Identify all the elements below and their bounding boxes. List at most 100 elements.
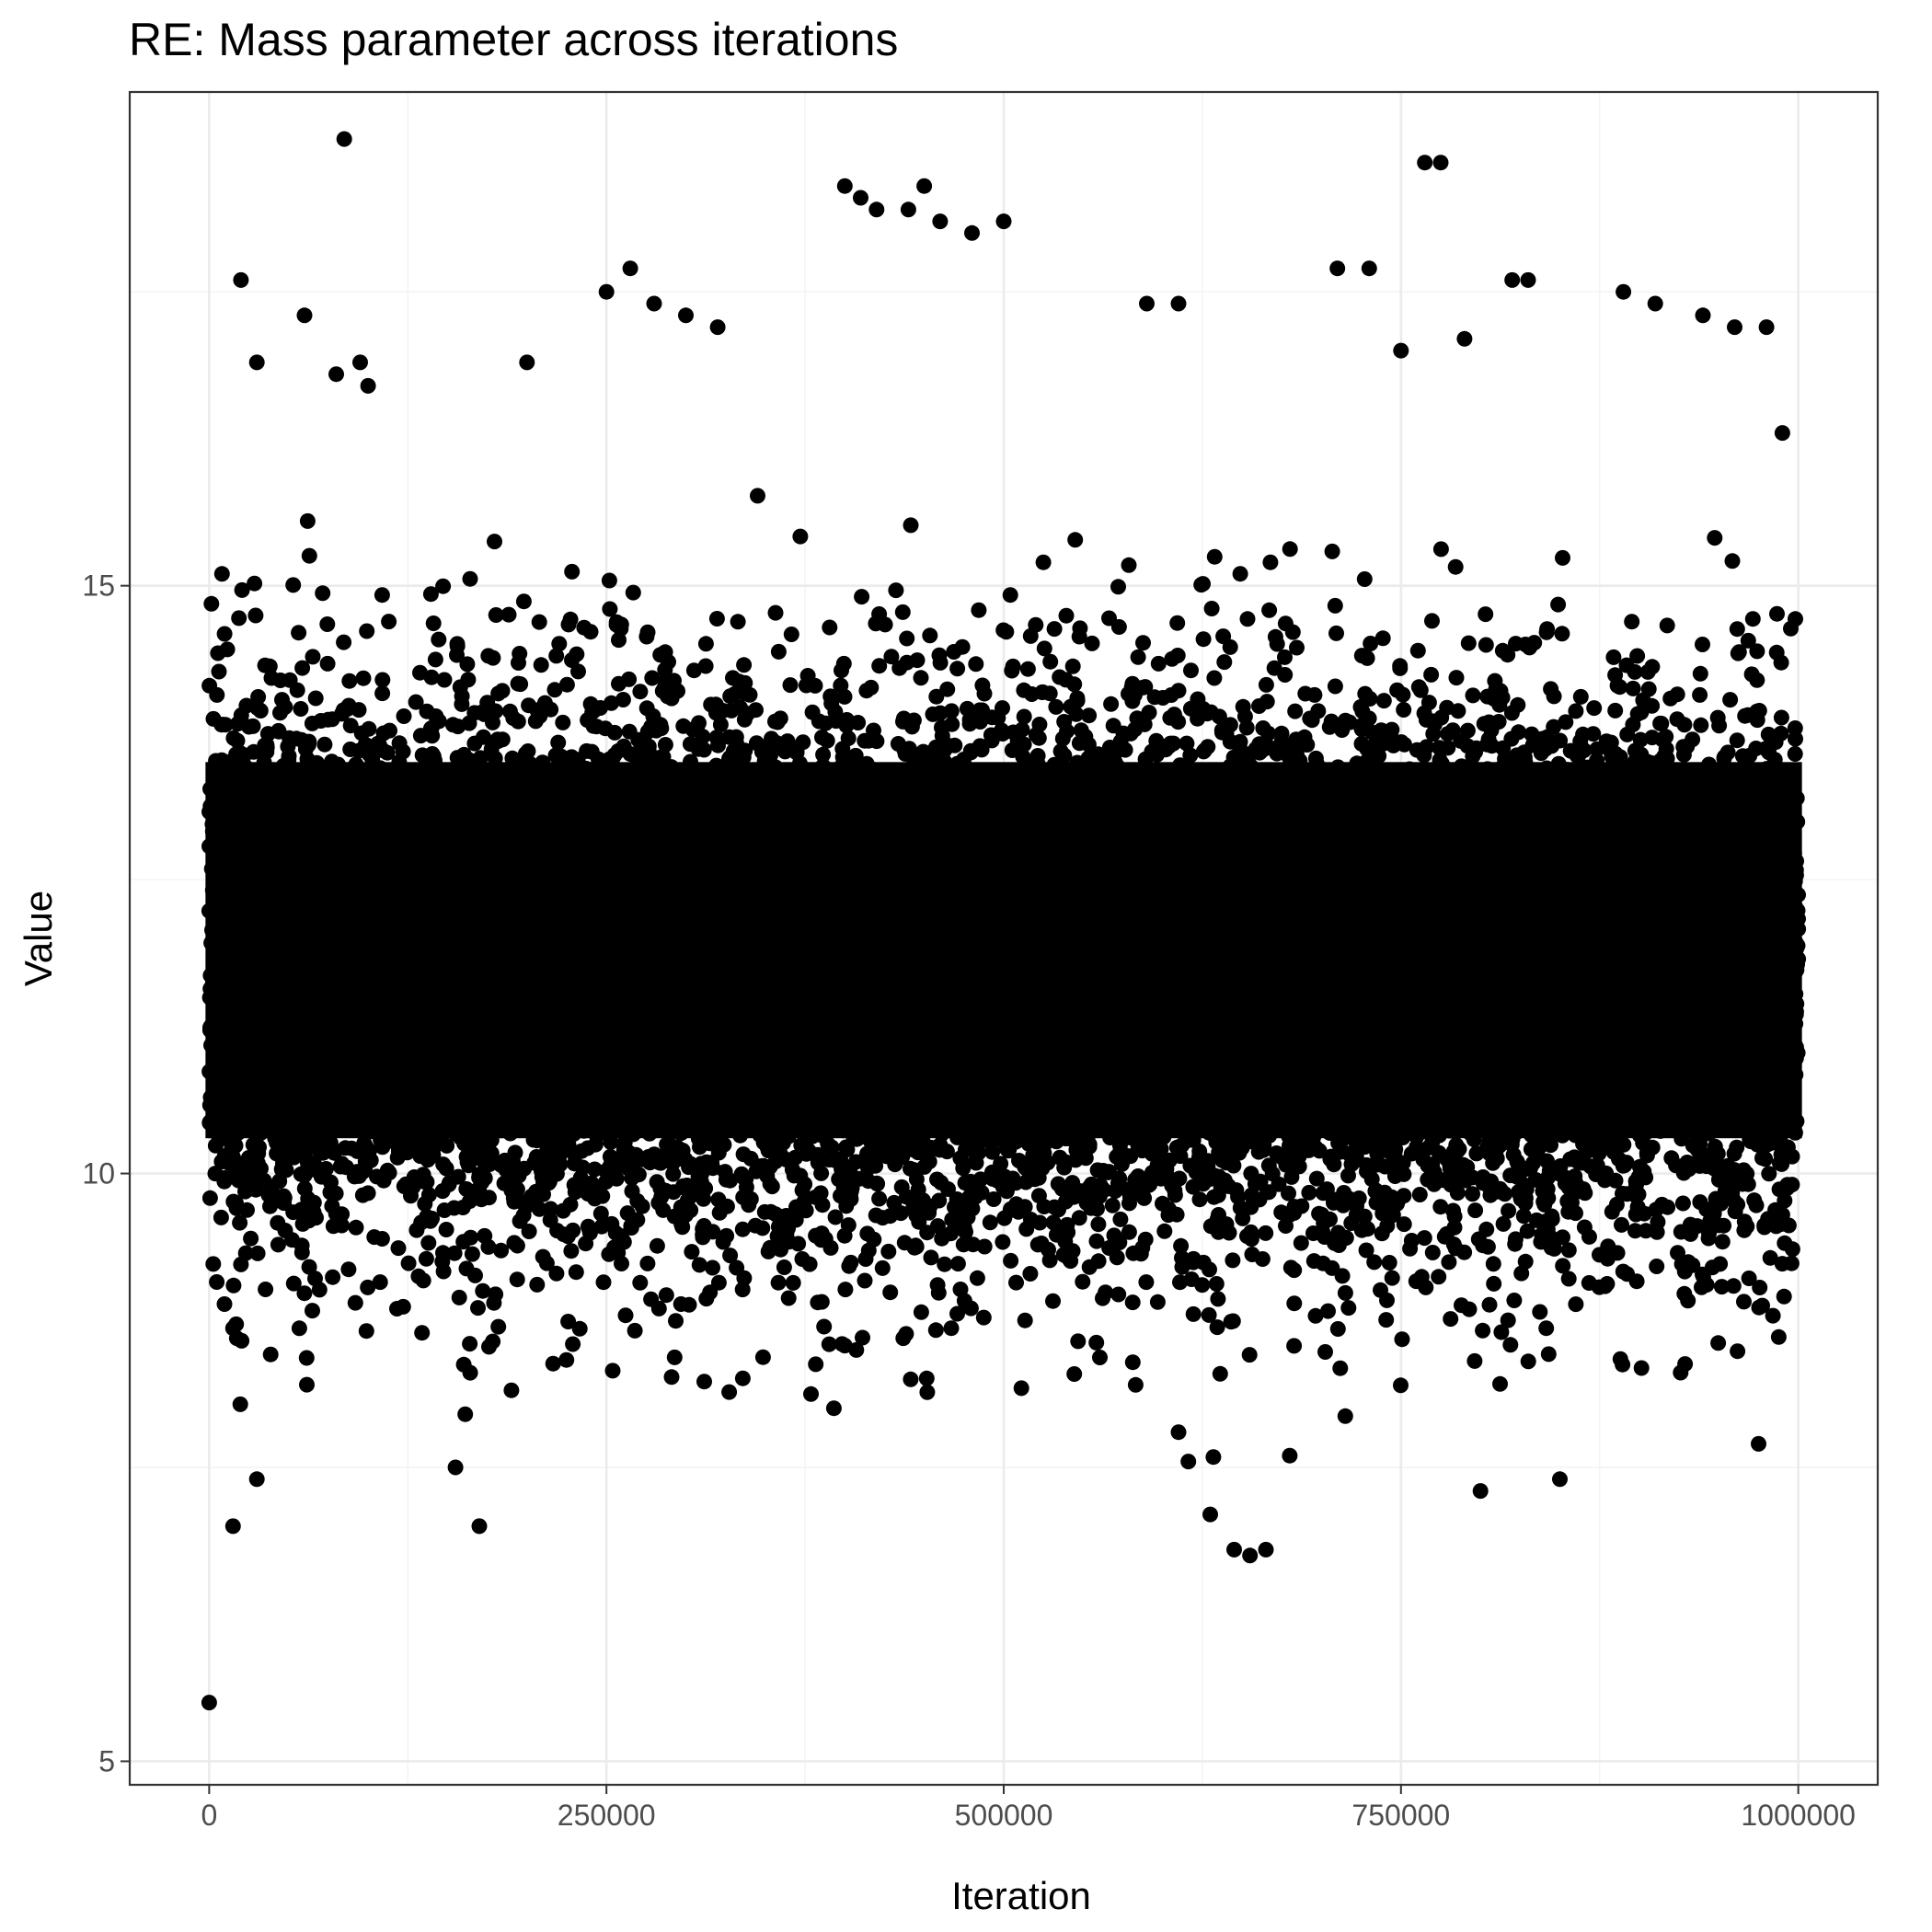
- data-point: [1761, 1166, 1777, 1182]
- data-point: [923, 1249, 939, 1266]
- data-point: [234, 581, 250, 598]
- data-point: [1064, 658, 1081, 674]
- data-point: [1269, 636, 1285, 652]
- data-point: [294, 660, 311, 676]
- data-point: [1035, 554, 1052, 570]
- data-point: [500, 606, 517, 623]
- data-point: [1506, 1293, 1523, 1308]
- data-point: [340, 1261, 357, 1278]
- data-point: [996, 1210, 1013, 1226]
- data-point: [490, 1318, 507, 1335]
- data-point: [1554, 626, 1570, 642]
- data-point: [592, 1205, 609, 1222]
- data-point: [1203, 601, 1220, 616]
- data-point: [1258, 676, 1274, 693]
- data-point: [1633, 1360, 1650, 1376]
- data-point: [451, 1289, 467, 1305]
- data-point: [1695, 637, 1710, 652]
- data-point: [1411, 1187, 1428, 1202]
- data-point: [1121, 557, 1137, 573]
- data-point: [715, 1234, 731, 1250]
- data-point: [1262, 554, 1279, 570]
- data-point: [1513, 1265, 1530, 1282]
- data-point: [1757, 1151, 1774, 1167]
- data-point: [1191, 1191, 1208, 1208]
- data-point: [767, 604, 784, 621]
- data-point: [918, 1370, 935, 1386]
- data-point: [1135, 635, 1151, 651]
- data-point: [1048, 698, 1064, 715]
- data-point: [1478, 637, 1494, 653]
- data-point: [601, 572, 617, 589]
- data-point: [396, 708, 412, 724]
- data-point: [604, 1363, 621, 1379]
- data-point: [299, 1376, 315, 1393]
- data-point: [203, 595, 220, 612]
- data-point: [509, 1271, 525, 1288]
- data-point: [1396, 1216, 1412, 1233]
- data-point: [1441, 1254, 1457, 1271]
- data-point: [1412, 682, 1429, 698]
- data-point: [903, 1371, 919, 1387]
- data-point: [1629, 648, 1646, 664]
- data-point: [462, 570, 478, 587]
- data-point: [531, 1201, 547, 1217]
- data-point: [438, 1222, 454, 1237]
- data-point: [301, 547, 317, 564]
- data-point: [1486, 1275, 1502, 1292]
- data-point: [696, 1374, 712, 1390]
- data-point: [457, 1406, 474, 1422]
- data-point: [531, 614, 547, 630]
- data-point: [512, 676, 529, 693]
- data-point: [1293, 1235, 1309, 1251]
- data-point: [305, 1303, 320, 1319]
- data-point: [291, 1320, 307, 1337]
- data-point: [975, 1309, 992, 1326]
- data-point: [770, 1274, 787, 1291]
- data-point: [650, 1300, 667, 1317]
- data-point: [1124, 1354, 1141, 1371]
- data-point: [1066, 1366, 1083, 1382]
- data-point: [481, 1339, 497, 1355]
- data-point: [1008, 1274, 1024, 1291]
- data-point: [1041, 1252, 1058, 1269]
- data-point: [1282, 541, 1298, 558]
- data-point: [632, 1274, 649, 1291]
- data-point: [1555, 1229, 1570, 1246]
- data-point: [785, 1274, 801, 1291]
- data-point: [1215, 628, 1232, 645]
- data-point: [1749, 643, 1765, 660]
- data-point: [1394, 1331, 1410, 1348]
- data-point: [1205, 1449, 1222, 1466]
- data-point: [366, 1229, 383, 1246]
- data-point: [1674, 1195, 1691, 1212]
- data-point: [487, 534, 502, 550]
- data-point: [1409, 642, 1426, 659]
- data-point: [1173, 1237, 1190, 1254]
- data-point: [233, 707, 249, 723]
- data-point: [655, 1202, 672, 1218]
- data-point: [464, 1246, 480, 1262]
- data-point: [1431, 1269, 1447, 1285]
- data-point: [372, 1274, 388, 1291]
- data-point: [995, 700, 1010, 717]
- data-point: [1013, 1380, 1029, 1397]
- data-point: [922, 627, 938, 644]
- data-point: [1169, 615, 1186, 631]
- data-point: [252, 703, 269, 719]
- data-point: [730, 614, 746, 630]
- data-point: [1016, 708, 1032, 725]
- data-point: [301, 1259, 317, 1275]
- data-point: [1773, 709, 1789, 726]
- data-point: [270, 1236, 286, 1253]
- data-point: [1432, 1199, 1449, 1215]
- data-point: [1269, 1145, 1284, 1161]
- data-point: [919, 1384, 936, 1400]
- data-point: [750, 488, 765, 504]
- data-point: [710, 737, 726, 753]
- data-point: [565, 1336, 581, 1352]
- data-point: [1269, 745, 1285, 762]
- data-point: [1261, 602, 1278, 618]
- data-point: [1515, 1208, 1532, 1225]
- data-point: [803, 1386, 819, 1402]
